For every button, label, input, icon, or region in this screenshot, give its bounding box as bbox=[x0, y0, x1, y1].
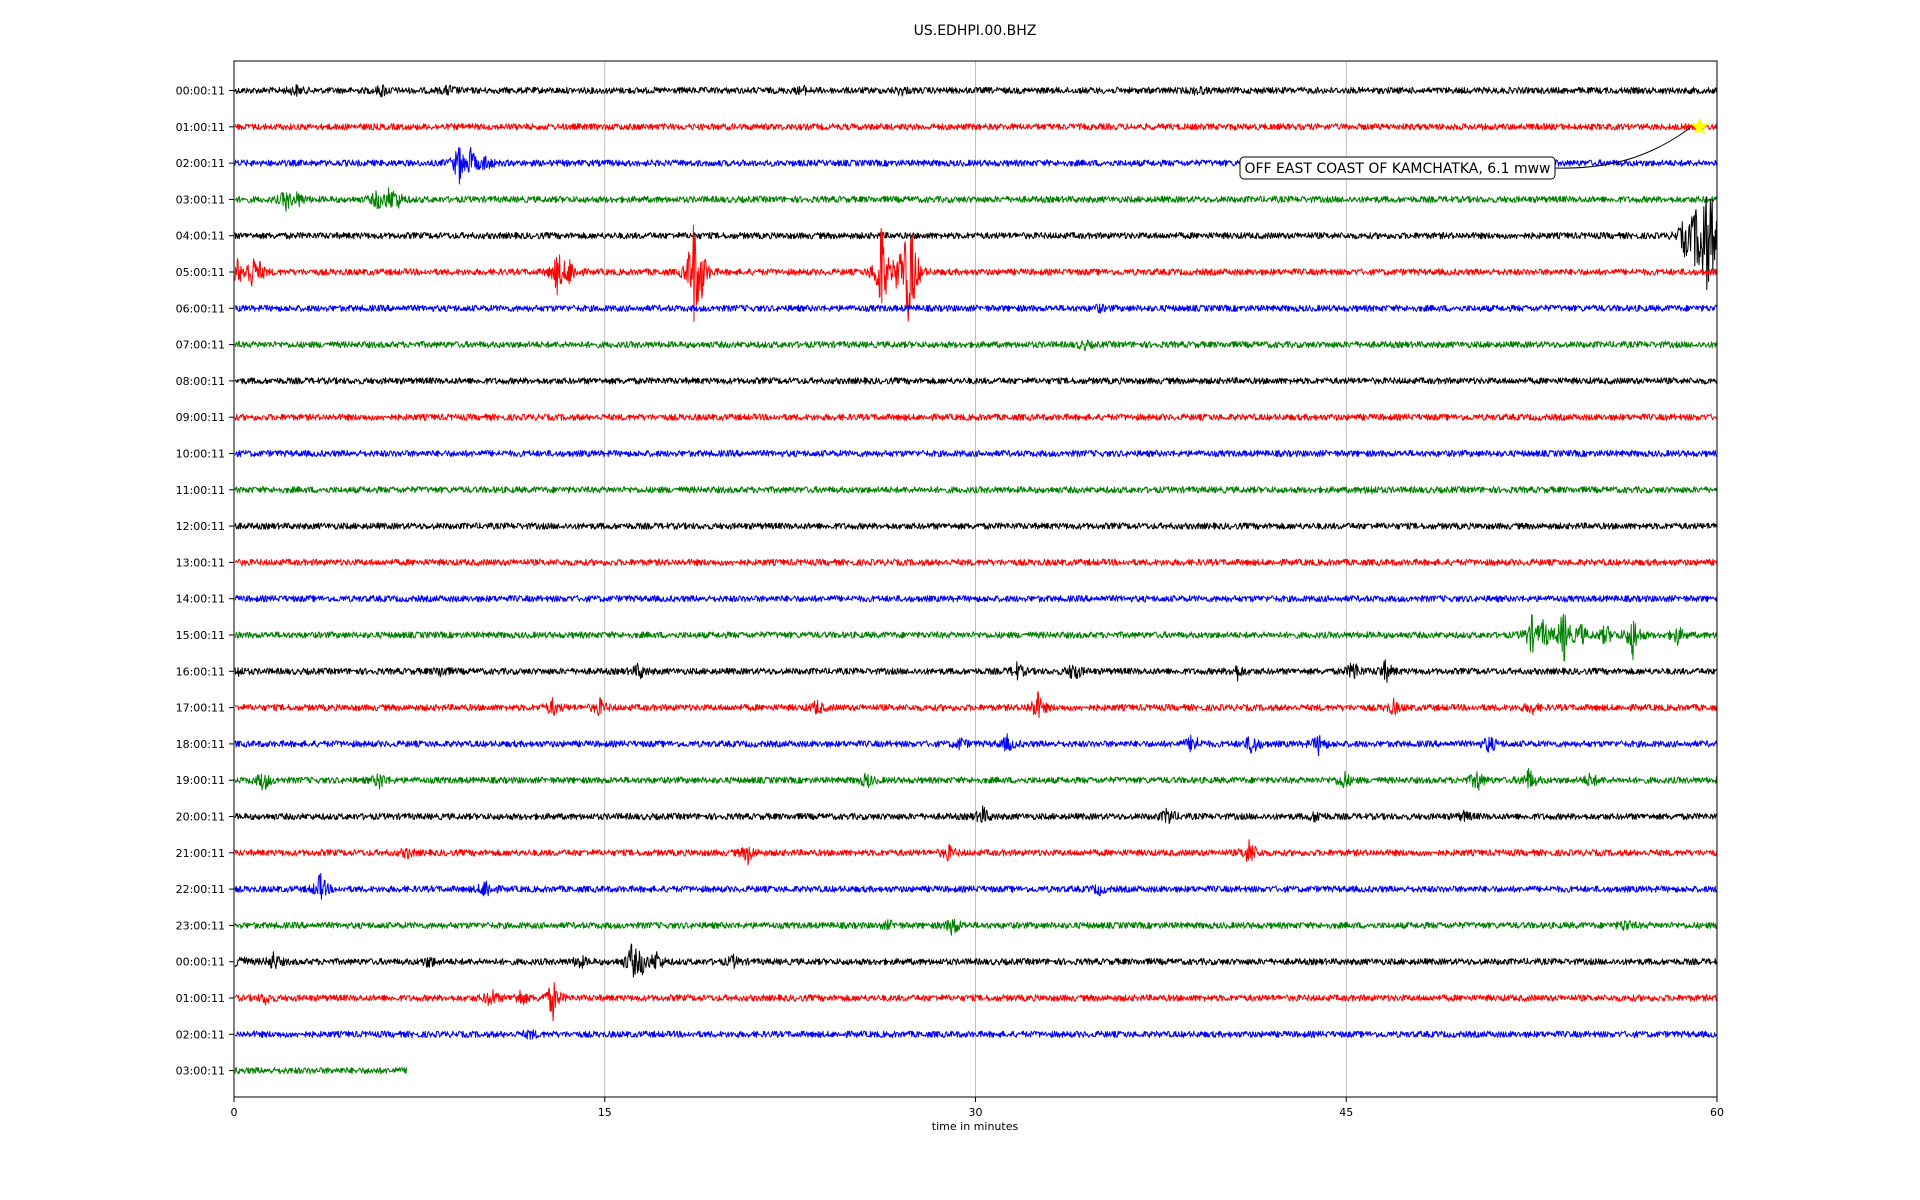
y-tick-label: 22:00:11 bbox=[176, 883, 225, 896]
trace-row bbox=[234, 839, 1718, 866]
y-tick-label: 13:00:11 bbox=[176, 556, 225, 569]
y-tick-label: 05:00:11 bbox=[176, 266, 225, 279]
trace-row bbox=[234, 522, 1718, 530]
x-tick-label: 15 bbox=[598, 1106, 612, 1119]
trace-row bbox=[234, 377, 1718, 385]
trace-row bbox=[234, 872, 1718, 900]
y-tick-label: 03:00:11 bbox=[176, 193, 225, 206]
event-annotation: OFF EAST COAST OF KAMCHATKA, 6.1 mww bbox=[1239, 117, 1709, 180]
y-tick-label: 12:00:11 bbox=[176, 520, 225, 533]
trace-row bbox=[234, 339, 1718, 352]
y-tick-label: 01:00:11 bbox=[176, 992, 225, 1005]
trace-row bbox=[234, 486, 1718, 495]
y-tick-label: 10:00:11 bbox=[176, 448, 225, 461]
x-tick-label: 45 bbox=[1339, 1106, 1353, 1119]
y-tick-label: 02:00:11 bbox=[176, 157, 225, 170]
trace-row bbox=[234, 918, 1718, 936]
trace-row bbox=[234, 196, 1718, 291]
trace-row bbox=[234, 187, 1718, 212]
trace-row bbox=[234, 1029, 1718, 1040]
annotation-box bbox=[1239, 156, 1556, 180]
trace-row bbox=[234, 595, 1718, 603]
trace-row bbox=[234, 613, 1718, 662]
x-axis-label: time in minutes bbox=[932, 1120, 1019, 1133]
y-tick-label: 20:00:11 bbox=[176, 811, 225, 824]
y-tick-label: 09:00:11 bbox=[176, 411, 225, 424]
seismic-traces bbox=[234, 84, 1718, 1075]
y-tick-label: 08:00:11 bbox=[176, 375, 225, 388]
trace-row bbox=[234, 558, 1718, 567]
x-tick-label: 30 bbox=[969, 1106, 983, 1119]
trace-row bbox=[234, 982, 1718, 1022]
y-tick-label: 02:00:11 bbox=[176, 1028, 225, 1041]
trace-row bbox=[234, 303, 1718, 314]
y-tick-label: 03:00:11 bbox=[176, 1065, 225, 1078]
trace-row bbox=[234, 659, 1718, 683]
y-tick-label: 16:00:11 bbox=[176, 665, 225, 678]
y-tick-label: 14:00:11 bbox=[176, 593, 225, 606]
y-tick-label: 00:00:11 bbox=[176, 956, 225, 969]
y-tick-label: 11:00:11 bbox=[176, 484, 225, 497]
y-tick-label: 01:00:11 bbox=[176, 121, 225, 134]
annotation-arrow bbox=[1554, 127, 1691, 169]
trace-row bbox=[234, 943, 1718, 978]
trace-row bbox=[234, 1067, 408, 1075]
y-tick-label: 19:00:11 bbox=[176, 774, 225, 787]
trace-row bbox=[234, 767, 1718, 791]
event-star-marker bbox=[1690, 117, 1709, 135]
y-tick-label: 00:00:11 bbox=[176, 85, 225, 98]
gridlines bbox=[604, 61, 1347, 1097]
y-tick-label: 21:00:11 bbox=[176, 847, 225, 860]
trace-row bbox=[234, 123, 1718, 131]
trace-row bbox=[234, 733, 1718, 757]
y-tick-labels: 00:00:11 01:00:11 02:00:11 03:00:11 04:00:11… bbox=[176, 85, 234, 1078]
y-tick-label: 17:00:11 bbox=[176, 702, 225, 715]
trace-row bbox=[234, 413, 1718, 421]
y-tick-label: 06:00:11 bbox=[176, 302, 225, 315]
x-axis-ticks: 0 15 30 45 60 bbox=[231, 1097, 1724, 1119]
y-tick-label: 07:00:11 bbox=[176, 339, 225, 352]
trace-row bbox=[234, 84, 1718, 98]
trace-row bbox=[234, 224, 1718, 323]
annotation-text: OFF EAST COAST OF KAMCHATKA, 6.1 mww bbox=[1244, 161, 1550, 177]
x-tick-label: 0 bbox=[231, 1106, 238, 1119]
y-tick-label: 04:00:11 bbox=[176, 230, 225, 243]
trace-row bbox=[234, 805, 1718, 825]
x-tick-label: 60 bbox=[1710, 1106, 1724, 1119]
trace-row bbox=[234, 449, 1718, 458]
y-tick-label: 23:00:11 bbox=[176, 919, 225, 932]
y-tick-label: 15:00:11 bbox=[176, 629, 225, 642]
y-tick-label: 18:00:11 bbox=[176, 738, 225, 751]
trace-row bbox=[234, 691, 1718, 719]
chart-title: US.EDHPI.00.BHZ bbox=[914, 23, 1037, 39]
